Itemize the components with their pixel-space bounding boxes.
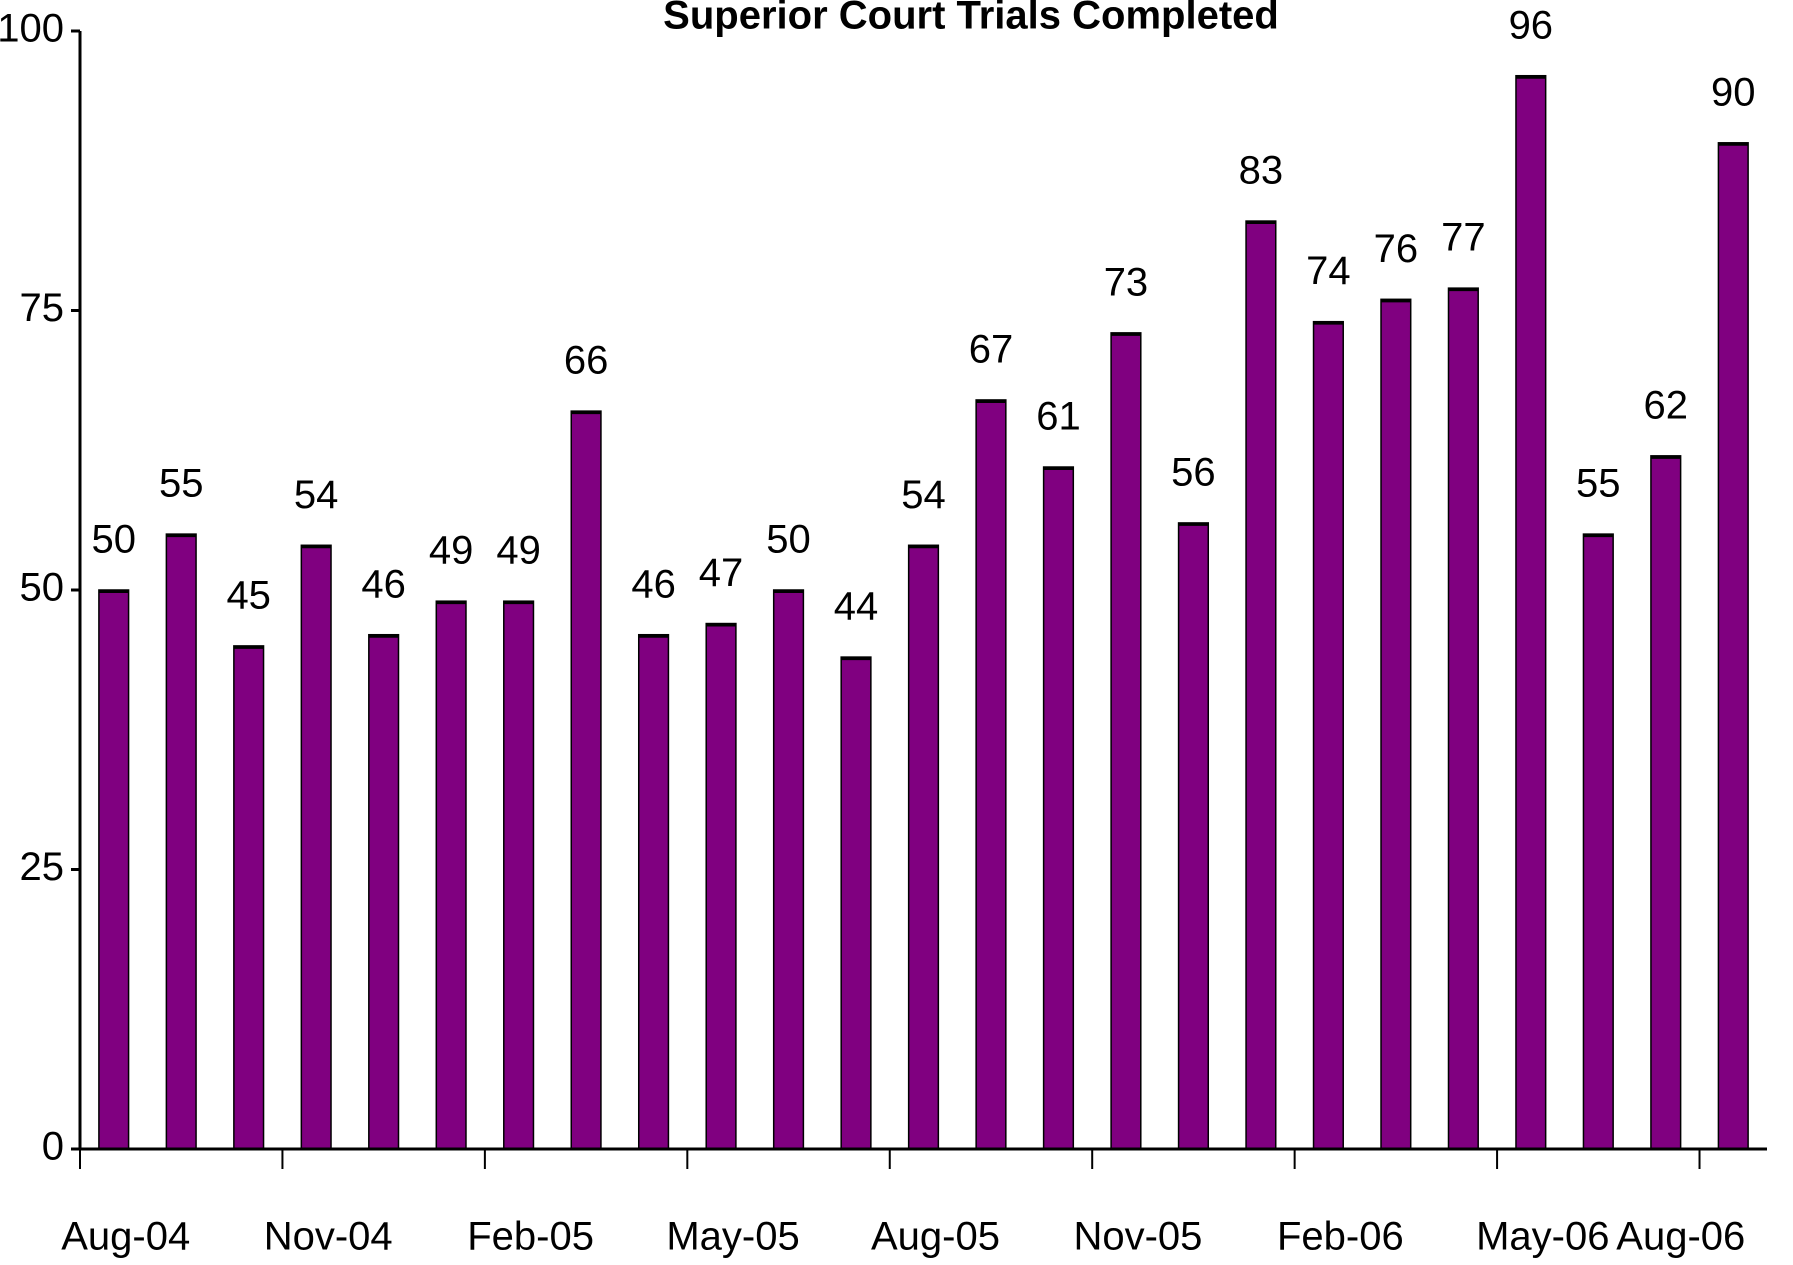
value-label: 90 <box>1711 70 1756 114</box>
bar <box>1515 74 1547 1150</box>
value-label: 45 <box>226 573 271 617</box>
bar <box>368 633 400 1150</box>
y-tick-label: 75 <box>20 286 65 330</box>
x-tick-label: Nov-04 <box>264 1215 393 1259</box>
bar <box>907 544 940 1150</box>
value-label: 44 <box>834 585 879 629</box>
bar <box>1177 522 1210 1150</box>
bar <box>300 544 332 1150</box>
x-tick-label: Nov-05 <box>1073 1215 1202 1259</box>
x-tick-label: May-05 <box>666 1215 799 1259</box>
bar <box>1447 287 1479 1150</box>
bar <box>772 589 805 1150</box>
value-label: 49 <box>429 529 474 573</box>
x-tick-label: Aug-04 <box>61 1215 190 1259</box>
bar <box>1380 298 1412 1150</box>
bar <box>233 645 265 1150</box>
value-label: 76 <box>1374 227 1419 271</box>
bar <box>975 399 1007 1150</box>
bar <box>570 410 602 1150</box>
value-label: 74 <box>1306 249 1351 293</box>
x-tick-label: Aug-06 <box>1616 1215 1745 1259</box>
bar <box>1042 466 1075 1150</box>
y-tick-label: 100 <box>0 7 64 51</box>
y-tick-label: 50 <box>20 566 65 610</box>
value-label: 46 <box>361 562 406 606</box>
bar <box>705 622 737 1150</box>
x-tick-label: May-06 <box>1476 1215 1609 1259</box>
bar <box>1582 533 1614 1150</box>
x-tick-label: Feb-05 <box>467 1215 594 1259</box>
bar <box>1650 455 1682 1150</box>
bar <box>1312 320 1344 1150</box>
bar <box>165 533 197 1150</box>
value-label: 54 <box>901 473 946 517</box>
value-label: 73 <box>1104 260 1149 304</box>
value-label: 77 <box>1441 216 1486 260</box>
x-tick-label: Feb-06 <box>1277 1215 1404 1259</box>
value-label: 62 <box>1644 383 1689 427</box>
bar <box>840 656 872 1150</box>
bar <box>637 633 670 1150</box>
value-label: 61 <box>1036 395 1081 439</box>
value-label: 56 <box>1171 450 1216 494</box>
bar <box>1110 332 1142 1150</box>
value-label: 83 <box>1239 149 1284 193</box>
bar <box>1717 142 1749 1150</box>
value-label: 96 <box>1509 3 1554 47</box>
y-tick-label: 0 <box>42 1125 64 1169</box>
bar <box>435 600 467 1150</box>
value-label: 55 <box>1576 462 1621 506</box>
bar <box>98 589 130 1150</box>
bar <box>1245 220 1277 1150</box>
value-label: 46 <box>631 562 676 606</box>
value-label: 50 <box>766 518 811 562</box>
value-label: 47 <box>699 551 744 595</box>
value-label: 55 <box>159 462 204 506</box>
value-label: 49 <box>496 529 541 573</box>
y-tick-label: 25 <box>20 845 65 889</box>
value-label: 66 <box>564 339 609 383</box>
x-tick-label: Aug-05 <box>871 1215 1000 1259</box>
value-label: 54 <box>294 473 339 517</box>
bar <box>503 600 535 1150</box>
value-label: 67 <box>969 328 1014 372</box>
value-label: 50 <box>91 518 136 562</box>
chart-title: Superior Court Trials Completed <box>663 0 1279 38</box>
